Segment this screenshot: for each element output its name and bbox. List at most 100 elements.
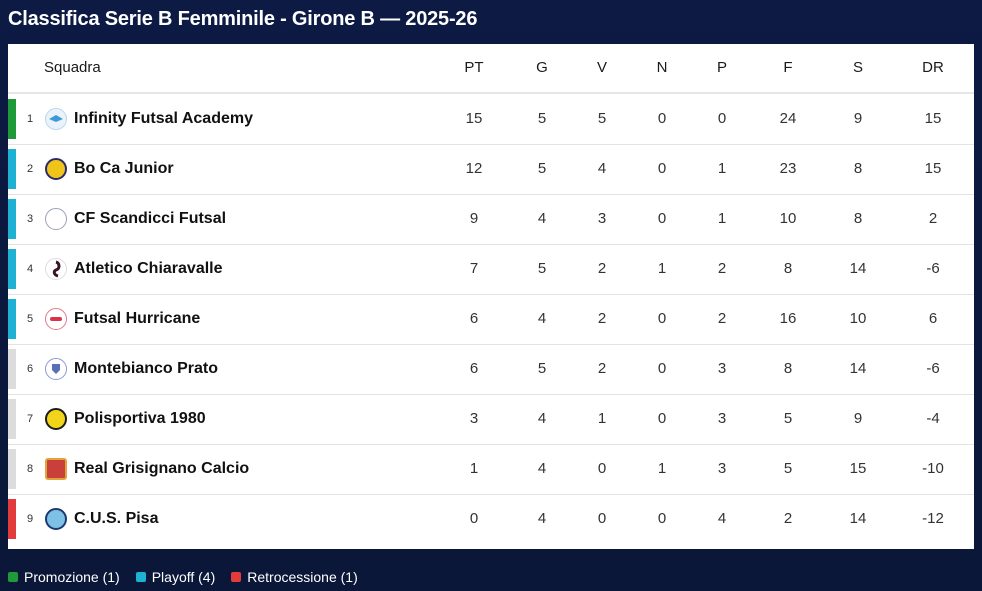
goals-against: 8 (853, 210, 863, 227)
goals-for: 2 (783, 510, 793, 527)
goal-difference: -10 (922, 460, 944, 477)
draws: 0 (657, 360, 667, 377)
games: 5 (537, 260, 547, 277)
zone-indicator (8, 349, 16, 389)
wins: 2 (597, 260, 607, 277)
wins: 2 (597, 360, 607, 377)
losses: 0 (717, 110, 727, 127)
team-name[interactable]: Polisportiva 1980 (74, 410, 206, 427)
goal-difference: 2 (928, 210, 938, 227)
table-row[interactable]: 7 Polisportiva 1980 3 4 1 0 3 5 9 -4 (8, 394, 974, 445)
goals-against: 14 (849, 260, 867, 277)
zone-indicator (8, 299, 16, 339)
team-name[interactable]: Bo Ca Junior (74, 160, 174, 177)
wins: 0 (597, 510, 607, 527)
table-row[interactable]: 9 C.U.S. Pisa 0 4 0 0 4 2 14 -12 (8, 494, 974, 544)
goals-against: 14 (849, 360, 867, 377)
position: 7 (26, 413, 34, 425)
team-logo-icon (45, 108, 67, 130)
goals-for: 8 (783, 260, 793, 277)
goals-for: 23 (779, 160, 797, 177)
losses: 3 (717, 360, 727, 377)
team-name[interactable]: Atletico Chiaravalle (74, 260, 223, 277)
goals-against: 9 (853, 410, 863, 427)
draws: 0 (657, 310, 667, 327)
header-pt: PT (464, 59, 484, 76)
goal-difference: -12 (922, 510, 944, 527)
points: 12 (465, 160, 483, 177)
team-logo-icon (45, 208, 67, 230)
wins: 4 (597, 160, 607, 177)
goal-difference: 6 (928, 310, 938, 327)
legend: Promozione (1) Playoff (4) Retrocessione… (8, 568, 374, 586)
draws: 0 (657, 510, 667, 527)
goals-against: 8 (853, 160, 863, 177)
team-name[interactable]: CF Scandicci Futsal (74, 210, 227, 227)
wins: 1 (597, 410, 607, 427)
games: 4 (537, 460, 547, 477)
table-row[interactable]: 5 Futsal Hurricane 6 4 2 0 2 16 10 6 (8, 294, 974, 345)
goal-difference: -6 (926, 260, 940, 277)
table-row[interactable]: 6 Montebianco Prato 6 5 2 0 3 8 14 -6 (8, 344, 974, 395)
table-row[interactable]: 3 CF Scandicci Futsal 9 4 3 0 1 10 8 2 (8, 194, 974, 245)
legend-label: Playoff (4) (151, 569, 216, 585)
draws: 1 (657, 460, 667, 477)
playoff-swatch-icon (135, 572, 146, 582)
page-title: Classifica Serie B Femminile - Girone B … (8, 8, 478, 30)
zone-indicator (8, 199, 16, 239)
wins: 3 (597, 210, 607, 227)
team-name[interactable]: Montebianco Prato (74, 360, 219, 377)
points: 7 (469, 260, 479, 277)
points: 6 (469, 310, 479, 327)
points: 1 (469, 460, 479, 477)
legend-item-playoff: Playoff (4) (135, 569, 216, 585)
position: 5 (26, 313, 34, 325)
draws: 0 (657, 410, 667, 427)
position: 6 (26, 363, 34, 375)
draws: 0 (657, 110, 667, 127)
points: 3 (469, 410, 479, 427)
promotion-swatch-icon (8, 572, 18, 582)
table-row[interactable]: 2 Bo Ca Junior 12 5 4 0 1 23 8 15 (8, 144, 974, 195)
position: 4 (26, 263, 34, 275)
points: 6 (469, 360, 479, 377)
losses: 3 (717, 410, 727, 427)
draws: 1 (657, 260, 667, 277)
losses: 3 (717, 460, 727, 477)
team-name[interactable]: Real Grisignano Calcio (74, 460, 250, 477)
position: 1 (26, 113, 34, 125)
games: 5 (537, 110, 547, 127)
losses: 1 (717, 160, 727, 177)
team-name[interactable]: Futsal Hurricane (74, 310, 201, 327)
position: 9 (26, 513, 34, 525)
table-row[interactable]: 4 Atletico Chiaravalle 7 5 2 1 2 8 14 -6 (8, 244, 974, 295)
table-header: Squadra PT G V N P F S DR (8, 44, 974, 94)
table-row[interactable]: 8 Real Grisignano Calcio 1 4 0 1 3 5 15 … (8, 444, 974, 495)
team-name[interactable]: Infinity Futsal Academy (74, 110, 253, 127)
zone-indicator (8, 149, 16, 189)
team-logo-icon (45, 408, 67, 430)
zone-indicator (8, 449, 16, 489)
legend-item-promotion: Promozione (1) (8, 569, 120, 585)
goals-for: 5 (783, 410, 793, 427)
games: 5 (537, 360, 547, 377)
goals-for: 5 (783, 460, 793, 477)
goals-for: 8 (783, 360, 793, 377)
header-f: F (783, 59, 793, 76)
losses: 4 (717, 510, 727, 527)
goal-difference: 15 (924, 160, 942, 177)
team-logo-icon (45, 308, 67, 330)
games: 4 (537, 410, 547, 427)
header-g: G (536, 59, 548, 76)
header-dr: DR (922, 59, 944, 76)
team-logo-icon (45, 358, 67, 380)
goals-for: 16 (779, 310, 797, 327)
draws: 0 (657, 160, 667, 177)
goals-against: 14 (849, 510, 867, 527)
goals-against: 15 (849, 460, 867, 477)
table-row[interactable]: 1 Infinity Futsal Academy 15 5 5 0 0 24 … (8, 94, 974, 145)
team-logo-icon (45, 158, 67, 180)
team-logo-icon (45, 258, 67, 280)
goals-against: 9 (853, 110, 863, 127)
team-name[interactable]: C.U.S. Pisa (74, 510, 159, 527)
